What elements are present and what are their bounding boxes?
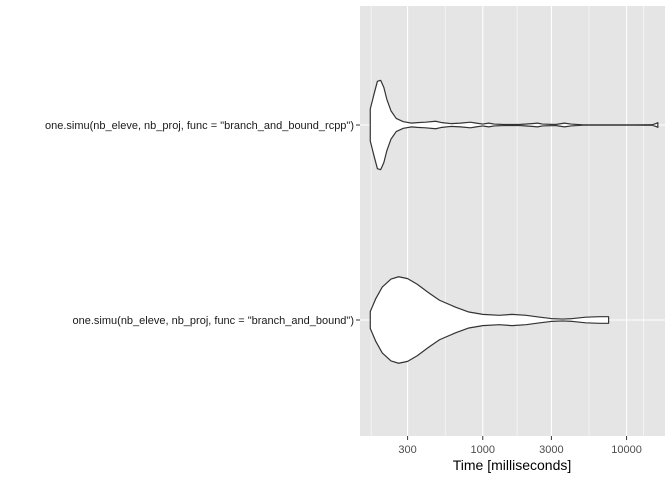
y-axis: one.simu(nb_eleve, nb_proj, func = "bran…: [45, 120, 360, 327]
violin-1: [369, 79, 659, 171]
violin-2: [369, 276, 610, 364]
x-tick-label: 300: [398, 444, 416, 456]
violins: [369, 79, 659, 364]
panel-background: [360, 6, 665, 436]
plot-panel: [360, 6, 665, 436]
x-tick-label: 3000: [539, 444, 563, 456]
x-tick-label: 1000: [471, 444, 495, 456]
y-tick-label: one.simu(nb_eleve, nb_proj, func = "bran…: [73, 315, 354, 327]
x-axis-title: Time [milliseconds]: [453, 457, 572, 473]
y-tick-label: one.simu(nb_eleve, nb_proj, func = "bran…: [45, 120, 354, 132]
x-axis: 300 1000 3000 10000: [398, 436, 642, 456]
x-tick-label: 10000: [611, 444, 642, 456]
